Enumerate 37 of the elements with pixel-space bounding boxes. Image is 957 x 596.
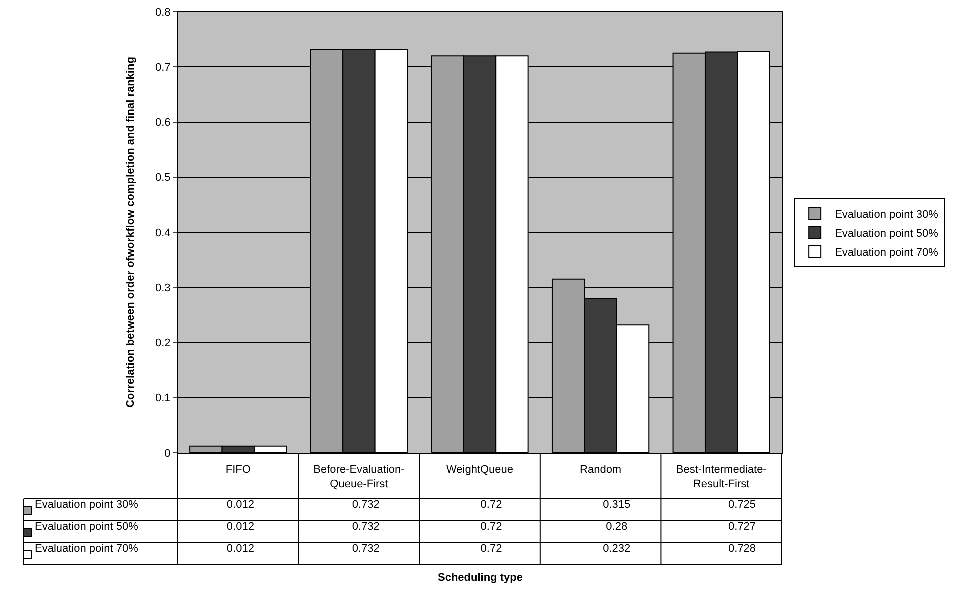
data-label: 0.012 xyxy=(226,543,256,557)
y-tick-label: 0.3 xyxy=(156,282,171,294)
data-label: 0.012 xyxy=(226,521,256,535)
data-label: 0.72 xyxy=(480,521,504,535)
data-label: 0.725 xyxy=(728,499,758,513)
legend-label: Evaluation point 70% xyxy=(835,246,939,259)
data-label: 0.72 xyxy=(480,543,504,557)
text: Evaluation point 30% xyxy=(835,208,938,221)
y-tick-label: 0.8 xyxy=(156,6,171,19)
data-label: 0.28 xyxy=(605,521,629,535)
y-tick-label: 0.2 xyxy=(156,338,171,350)
y-axis-title: Correlation between order ofworkflow completion and final ranking xyxy=(125,57,138,408)
data-label: 0.232 xyxy=(602,543,632,557)
y-tick-label: 0.4 xyxy=(156,227,171,240)
data-label: 0.728 xyxy=(728,543,758,557)
data-label: 0.727 xyxy=(728,521,758,535)
data-label: 0.012 xyxy=(226,499,256,513)
text: Scheduling type xyxy=(438,572,523,584)
y-tick-label: 0 xyxy=(164,448,171,460)
legend-label: Evaluation point 30% xyxy=(35,499,138,513)
y-tick-label: 0.5 xyxy=(156,172,171,184)
text: Evaluation point 70% xyxy=(35,543,138,555)
data-label: 0.732 xyxy=(351,543,381,557)
data-label: 0.732 xyxy=(351,499,381,513)
data-label: 0.315 xyxy=(602,499,632,513)
y-tick-label: 0.6 xyxy=(156,117,171,130)
y-tick-label: 0.7 xyxy=(156,62,171,74)
x-tick-label: Best-Intermediate-Result-First xyxy=(676,464,768,490)
x-tick-label: FIFO xyxy=(226,464,252,476)
data-label: 0.72 xyxy=(480,499,504,513)
x-tick-label: Random xyxy=(580,464,622,476)
y-tick-label: 0.1 xyxy=(156,392,171,405)
x-tick-label: WeightQueue xyxy=(446,464,514,476)
legend-label: Evaluation point 50% xyxy=(835,228,939,240)
data-label: 0.732 xyxy=(351,521,381,535)
x-tick-label: Before-Evaluation-Queue-First xyxy=(314,464,406,490)
text: Evaluation point 50% xyxy=(35,521,138,533)
